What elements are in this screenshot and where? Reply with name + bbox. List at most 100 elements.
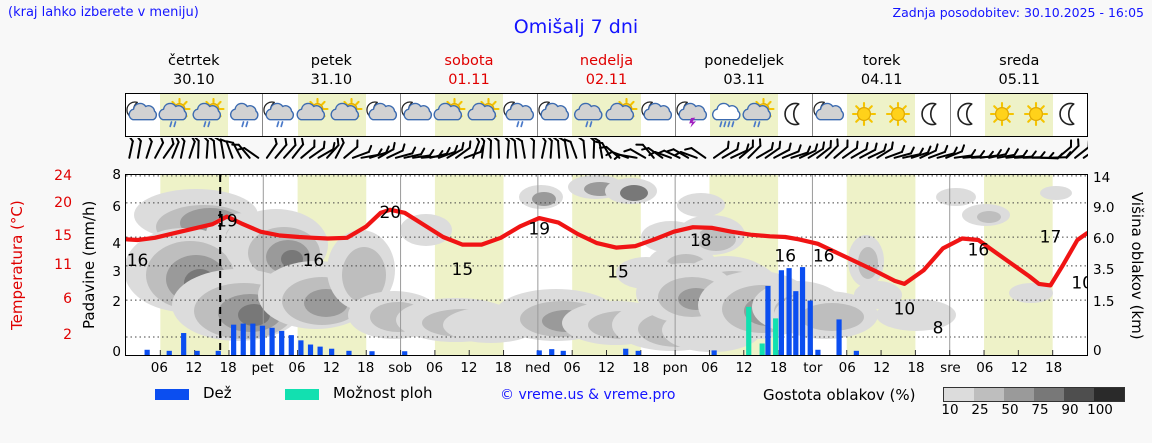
cloud-density-ramp-labels: 10 25 50 75 90 100 — [935, 402, 1115, 418]
wind-barb-svg — [128, 138, 1088, 160]
day-header-nedelja: nedelja 02.11 — [538, 52, 676, 92]
precipitation-tick: 2 — [112, 294, 121, 311]
sun-cloud-rain-icon — [742, 94, 779, 136]
rain-legend-label: Dež — [203, 384, 232, 402]
temperature-tick: 15 — [54, 228, 72, 245]
svg-text:8: 8 — [933, 318, 944, 338]
rain-swatch — [155, 389, 189, 400]
day-name: četrtek — [168, 53, 220, 69]
x-tick-label: 18 — [494, 360, 512, 376]
precipitation-tick: 4 — [112, 235, 121, 252]
cloud-rain-icon — [228, 94, 262, 136]
svg-text:16: 16 — [774, 246, 796, 266]
page-title: Omišalj 7 dni — [513, 16, 639, 38]
cloud-rain-icon — [572, 94, 607, 136]
x-tick-label: 12 — [873, 360, 891, 376]
day-header-ponedeljek: ponedeljek 03.11 — [675, 52, 813, 92]
precipitation-tick: 6 — [112, 199, 121, 216]
x-tick-label: pet — [251, 360, 274, 376]
cloud-height-tick: 1.5 — [1093, 294, 1115, 311]
day-name: petek — [310, 53, 352, 69]
precipitation-tick: 3 — [112, 264, 121, 280]
cloud-density-ramp — [943, 387, 1125, 402]
cloud-density-ramp-cell — [1064, 388, 1094, 401]
precipitation-tick: 8 — [112, 167, 121, 183]
x-tick-label: ned — [524, 360, 551, 376]
day-header-sreda: sreda 05.11 — [950, 52, 1088, 92]
sun-cloud-icon — [330, 94, 366, 136]
x-tick-label: 18 — [1045, 360, 1063, 376]
svg-text:19: 19 — [528, 219, 550, 239]
last-update-text: Zadnja posodobitev: 30.10.2025 - 16:05 — [892, 5, 1144, 20]
x-tick-label: pon — [662, 360, 688, 376]
x-tick-label: 06 — [838, 360, 856, 376]
moon-cloud-thunder-icon — [676, 94, 710, 136]
sun-cloud-icon — [433, 94, 470, 136]
x-tick-label: 12 — [185, 360, 203, 376]
day-name: sreda — [999, 53, 1040, 69]
cloud-density-tick: 50 — [1001, 402, 1019, 418]
moon-cloud-rain-icon — [503, 94, 537, 136]
day-name: sobota — [444, 53, 494, 69]
day-date: 03.11 — [723, 72, 765, 88]
sun-icon — [1018, 94, 1053, 136]
x-tick-label: sre — [940, 360, 961, 376]
sun-icon — [847, 94, 882, 136]
cloud-density-tick: 90 — [1061, 402, 1079, 418]
x-tick-label: 18 — [357, 360, 375, 376]
x-tick-label: tor — [803, 360, 823, 376]
cloud-height-tick: 9.0 — [1093, 199, 1115, 216]
menu-hint-text: (kraj lahko izberete v meniju) — [8, 5, 199, 20]
sun-cloud-icon — [467, 94, 504, 136]
temperature-tick: 2 — [63, 327, 72, 344]
plot-svg: 16 19 16 20 15 19 15 18 16 16 10 16 8 17 10 — [126, 175, 1087, 355]
sun-icon — [881, 94, 916, 136]
x-tick-label: 18 — [769, 360, 788, 376]
chart-legend: Dež Možnost ploh © vreme.us & vreme.pro … — [125, 384, 1145, 422]
x-tick-label: 12 — [460, 360, 478, 376]
cloud-density-ramp-cell — [1004, 388, 1034, 401]
moon-icon — [778, 94, 812, 136]
sun-cloud-rain-icon — [158, 94, 195, 136]
svg-text:16: 16 — [127, 251, 149, 271]
icon-day-nedelja — [538, 94, 676, 136]
showers-swatch — [285, 389, 319, 400]
x-tick-label: 12 — [597, 360, 616, 376]
precipitation-tick: 0 — [112, 344, 121, 361]
cloud-density-ramp-cell — [1034, 388, 1064, 401]
temperature-tick: 24 — [54, 167, 72, 184]
day-header-sobota: sobota 01.11 — [400, 52, 538, 92]
day-header-row: četrtek 30.10 petek 31.10 sobota 01.11 nedelja… — [125, 52, 1088, 92]
icon-day-torek — [813, 94, 951, 136]
day-header-petek: petek 31.10 — [263, 52, 401, 92]
svg-text:17: 17 — [1040, 228, 1062, 248]
moon-icon — [1053, 94, 1087, 136]
cloud-density-tick: 100 — [1087, 402, 1113, 418]
day-date: 30.10 — [173, 72, 215, 88]
icon-day-sreda — [951, 94, 1087, 136]
cloud-height-axis-label: Višina oblakov (km) — [1128, 191, 1146, 340]
day-date: 05.11 — [998, 72, 1041, 88]
x-tick-label: 06 — [976, 360, 994, 376]
sun-cloud-icon — [604, 94, 641, 136]
day-header-torek: torek 04.11 — [813, 52, 951, 92]
day-date: 02.11 — [585, 72, 628, 88]
icon-day-petek — [263, 94, 401, 136]
copyright-text[interactable]: © vreme.us & vreme.pro — [500, 387, 676, 403]
sun-cloud-rain-icon — [192, 94, 229, 136]
day-name: ponedeljek — [704, 53, 784, 69]
svg-text:15: 15 — [452, 260, 474, 280]
temperature-tick: 20 — [54, 194, 72, 211]
moon-cloud-rain-icon — [263, 94, 297, 136]
cloud-density-tick: 10 — [941, 402, 959, 418]
x-tick-label: 12 — [322, 360, 340, 376]
svg-text:10: 10 — [1071, 273, 1087, 293]
x-tick-label: 12 — [1010, 360, 1028, 376]
x-tick-label: 18 — [219, 360, 237, 376]
cloud-heavy-rain-icon — [709, 94, 744, 136]
svg-text:15: 15 — [607, 263, 629, 283]
temperature-axis-label: Temperatura (°C) — [8, 200, 26, 330]
cloud-density-ramp-cell — [944, 388, 974, 401]
sun-cloud-icon — [296, 94, 332, 136]
svg-text:10: 10 — [894, 300, 916, 320]
